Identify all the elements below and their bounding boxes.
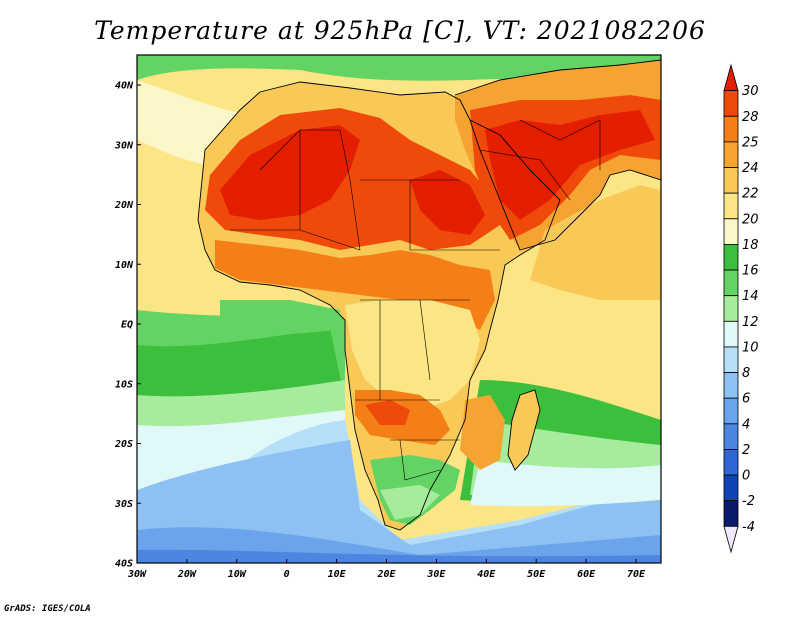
colorbar-swatch [723,295,739,322]
colorbar-label: 10 [742,340,759,355]
lon-label: 10E [328,569,347,580]
lat-label: 40N [115,81,134,92]
credit-text: GrADS: IGES/COLA [4,604,91,614]
guinea-16 [220,300,340,335]
coastlines [197,59,661,531]
lon-label: 60E [577,569,596,580]
lat-label: 30N [114,140,134,151]
colorbar-label: 24 [742,161,759,176]
colorbar-label: 8 [742,366,750,381]
madagascar [508,390,540,470]
colorbar-swatch [723,423,739,450]
sahara-30-west [220,125,360,220]
lat-label: 40S [115,559,133,570]
lat-label: 30S [114,499,133,510]
band-io-12 [470,460,661,507]
colorbar-swatch [723,167,739,194]
lat-label: 10N [115,260,134,271]
lat-label: 20S [114,439,133,450]
arabia-30 [485,110,655,220]
band-4 [137,549,661,563]
colorbar-swatch [723,141,739,168]
lat-label: 10S [115,379,133,390]
colorbar-swatch [723,269,739,297]
colorbar-swatch [723,218,739,245]
colorbar-swatch [723,115,739,143]
colorbar-label: 28 [742,110,759,125]
colorbar-label: 18 [742,238,759,253]
lon-label: 20E [376,569,396,580]
colorbar-label: -2 [742,494,755,509]
colorbar-swatch [723,474,739,502]
congo-20 [345,300,480,410]
lon-label: 10W [228,569,247,580]
colorbar-bottom-arrow [723,525,739,554]
colorbar-label: 22 [742,187,759,202]
longitude-axis: 30W 20W 10W 0 10E 20E 30E 40E 50E 60E 70E [127,559,646,580]
colorbar-swatch [723,449,739,476]
lon-label: 50E [527,569,546,580]
colorbar-swatch [723,192,739,220]
country-borders [230,119,601,481]
colorbar-label: 4 [742,417,750,432]
colorbar-swatch [723,500,739,527]
map-field [137,55,661,563]
lon-label: 20W [177,569,197,580]
lon-label: 40E [477,569,496,580]
lon-label: 70E [627,569,646,580]
plot-frame [136,54,662,564]
angola-28 [365,400,410,425]
mozambique-24 [460,395,505,470]
colorbar-label: 2 [742,443,750,458]
colorbar-swatch [723,372,739,399]
sahel-25 [215,240,495,330]
colorbar-top-arrow [723,63,739,92]
lat-label: 20N [114,200,134,211]
colorbar-label: 16 [742,264,759,279]
lon-label: 0 [284,569,290,580]
lon-label: 30E [426,569,446,580]
colorbar-swatch [723,90,739,117]
colorbar-label: 20 [742,212,759,227]
southafrica-14 [380,485,440,520]
colorbar-label: 0 [742,469,750,484]
lat-label: EQ [121,320,133,331]
colorbar-label: -4 [742,520,755,535]
band-north-16 [137,55,661,95]
colorbar-swatch [723,244,739,271]
colorbar-label: 12 [742,315,759,330]
colorbar-label: 30 [742,84,759,99]
colorbar-swatch [723,397,739,425]
map-title: Temperature at 925hPa [C], VT: 202108220… [94,16,706,45]
colorbar-swatch [723,346,739,373]
colorbar-label: 6 [742,392,750,407]
lon-label: 30W [127,569,147,580]
colorbar-label: 14 [742,289,759,304]
sahara-30-east [410,170,485,235]
io-22 [530,185,661,300]
latitude-axis: 40N 30N 20N 10N EQ 10S 20S 30S 40S [114,81,141,570]
colorbar-label: 25 [742,135,759,150]
colorbar-swatch [723,320,739,348]
